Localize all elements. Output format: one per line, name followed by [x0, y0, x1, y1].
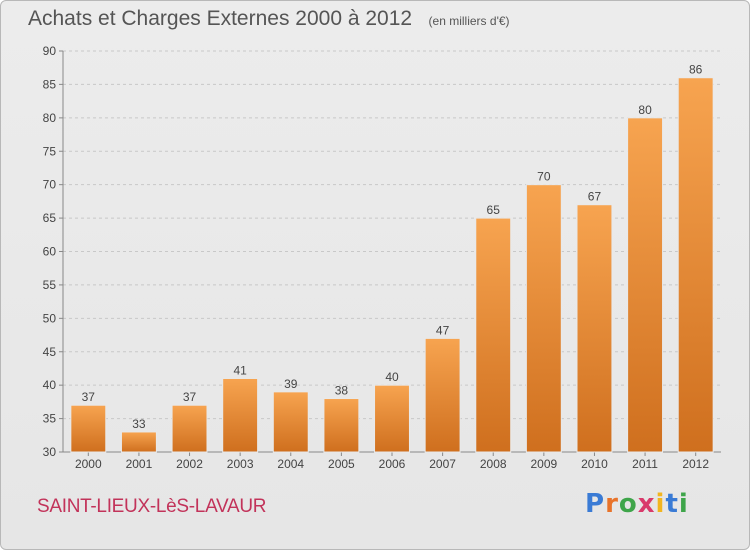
x-tick-label-2001: 2001 — [126, 457, 153, 471]
chart-header: Achats et Charges Externes 2000 à 2012 (… — [28, 7, 510, 31]
x-tick-label-2007: 2007 — [429, 457, 456, 471]
bar-2000 — [70, 404, 107, 453]
y-tick-label: 90 — [43, 44, 57, 58]
y-tick-label: 50 — [43, 311, 57, 325]
y-tick-label: 85 — [43, 77, 57, 91]
x-tick-label-2002: 2002 — [176, 457, 203, 471]
y-tick-label: 35 — [43, 412, 57, 426]
bar-2004 — [272, 391, 309, 453]
data-label-2007: 47 — [436, 323, 450, 337]
bar-2002 — [171, 404, 208, 453]
logo-letter: x — [637, 489, 656, 519]
bar-2006 — [374, 384, 410, 453]
chart-title: Achats et Charges Externes 2000 à 2012 — [28, 7, 413, 30]
logo-letter: t — [665, 489, 679, 519]
x-tick-label-2009: 2009 — [530, 457, 557, 471]
logo-letter: P — [585, 489, 606, 519]
bar-2010 — [576, 204, 613, 453]
y-tick-label: 65 — [43, 211, 57, 225]
data-label-2008: 65 — [487, 203, 501, 217]
logo-letter: i — [655, 489, 666, 519]
y-tick-label: 60 — [43, 245, 57, 259]
y-tick-label: 40 — [43, 378, 57, 392]
data-labels: 37 33 37 41 39 38 40 47 65 70 67 80 86 — [82, 63, 703, 431]
bar-2001 — [120, 431, 157, 453]
x-tick-label-2005: 2005 — [328, 457, 355, 471]
y-tick-label: 80 — [43, 111, 57, 125]
y-tick-label: 45 — [43, 345, 57, 359]
bar-2009 — [525, 184, 562, 453]
data-label-2002: 37 — [183, 390, 197, 404]
data-label-2006: 40 — [385, 370, 399, 384]
x-tick-label-2012: 2012 — [682, 457, 709, 471]
y-tick-label: 30 — [43, 445, 57, 459]
data-label-2009: 70 — [537, 170, 551, 184]
bars — [70, 77, 714, 453]
data-label-2003: 41 — [233, 363, 247, 377]
data-label-2012: 86 — [689, 63, 703, 77]
proxiti-logo: Proxiti — [585, 489, 689, 519]
x-tick-label-2004: 2004 — [277, 457, 304, 471]
data-label-2004: 39 — [284, 377, 298, 391]
bar-2007 — [424, 337, 461, 453]
y-tick-label: 70 — [43, 178, 57, 192]
tick-labels: 30 35 40 45 50 55 60 65 70 75 80 85 90 2000 2001 2002 20… — [43, 44, 710, 471]
bar-2011 — [627, 117, 664, 453]
y-tick-label: 55 — [43, 278, 57, 292]
data-label-2005: 38 — [335, 384, 349, 398]
x-tick-label-2011: 2011 — [632, 457, 658, 471]
x-tick-label-2003: 2003 — [227, 457, 254, 471]
data-label-2011: 80 — [638, 103, 652, 117]
commune-name: SAINT-LIEUX-LèS-LAVAUR — [37, 496, 267, 517]
x-tick-label-2006: 2006 — [379, 457, 406, 471]
data-label-2000: 37 — [82, 390, 96, 404]
data-label-2010: 67 — [588, 190, 602, 204]
data-label-2001: 33 — [132, 417, 146, 431]
bar-2005 — [323, 398, 360, 453]
y-tick-label: 75 — [43, 144, 57, 158]
x-tick-label-2000: 2000 — [75, 457, 102, 471]
logo-letter: o — [618, 489, 638, 519]
logo-letter: r — [605, 489, 619, 519]
x-tick-label-2008: 2008 — [480, 457, 507, 471]
bar-2012 — [677, 77, 714, 453]
chart-unit: (en milliers d'€) — [428, 14, 510, 28]
bar-2003 — [222, 377, 259, 453]
bar-2008 — [475, 217, 512, 453]
x-tick-label-2010: 2010 — [581, 457, 608, 471]
logo-letter: i — [678, 489, 689, 519]
